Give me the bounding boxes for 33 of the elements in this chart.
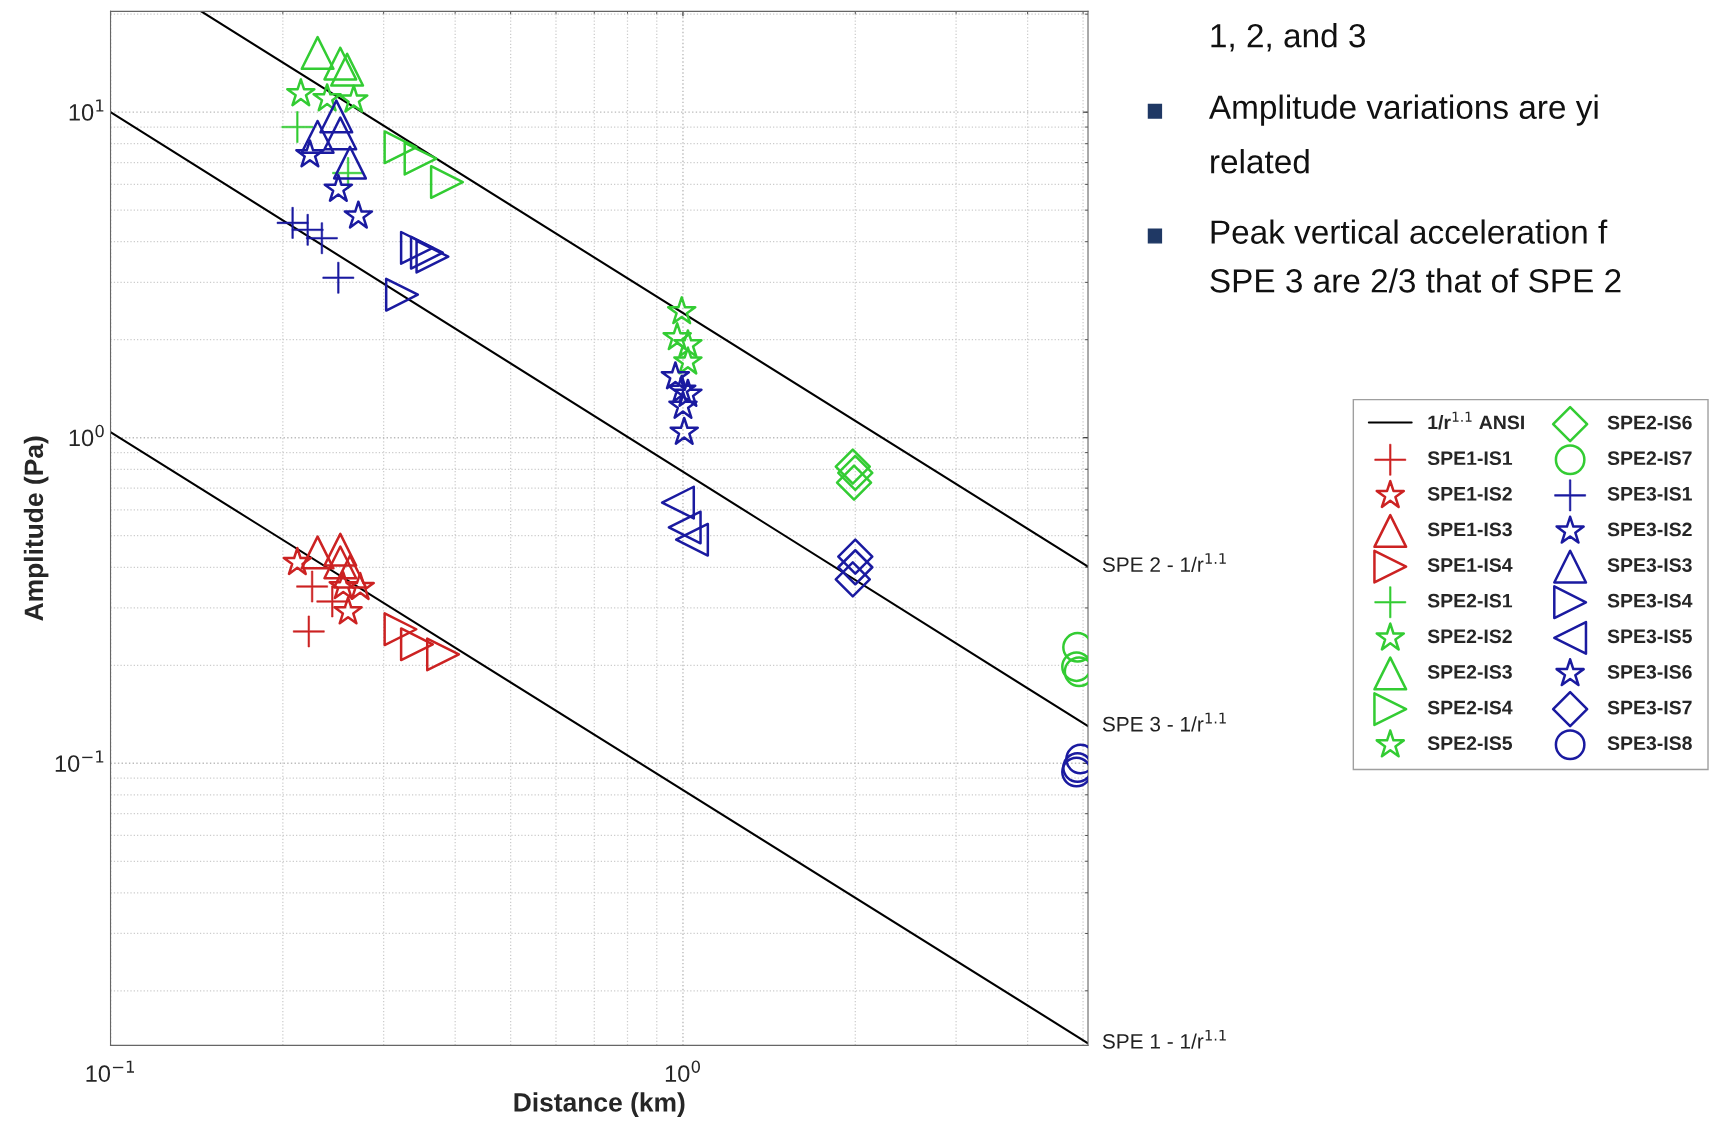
legend-label: 1/r$^{1.1}$ ANSI (1428, 411, 1524, 430)
y-axis-title: Amplitude (Pa) (23, 436, 49, 621)
y-tick-label: 10$^{−1}$ (55, 750, 104, 772)
text: SPE 3 are 2/3 that of SPE 2 (1210, 268, 1621, 293)
legend-label: SPE2-IS4 (1427, 700, 1513, 715)
legend-label: SPE2-IS7 (1607, 451, 1692, 466)
legend-label: SPE2-IS2 (1427, 629, 1512, 644)
legend-label: SPE3-IS4 (1607, 593, 1693, 608)
legend-label: SPE2-IS6 (1607, 415, 1692, 430)
legend-label: SPE3-IS3 (1607, 558, 1692, 572)
y-tick-label: 10$^{0}$ (69, 424, 104, 447)
text: SPE 1 - 1/r$^{1.1}$ (1102, 1029, 1226, 1049)
legend-label: SPE3-IS5 (1607, 629, 1692, 644)
legend-label: SPE3-IS8 (1607, 736, 1692, 751)
text: related (1211, 149, 1309, 174)
legend-label: SPE1-IS2 (1427, 486, 1512, 501)
legend-label: SPE3-IS1 (1607, 486, 1692, 501)
text: 1, 2, and 3 (1211, 23, 1365, 52)
legend-label: SPE2-IS1 (1427, 593, 1513, 608)
x-axis-title: Distance (km) (514, 1092, 685, 1117)
legend-label: SPE2-IS5 (1427, 736, 1513, 751)
legend-label: SPE3-IS7 (1607, 700, 1692, 715)
text: SPE 2 - 1/r$^{1.1}$ (1102, 553, 1226, 572)
text: Peak vertical acceleration f (1211, 219, 1608, 244)
legend-label: SPE1-IS1 (1427, 451, 1513, 466)
legend-label: SPE1-IS3 (1427, 522, 1512, 537)
text: Amplitude variations are yi (1208, 94, 1598, 126)
legend-label: SPE2-IS3 (1427, 665, 1512, 679)
text: SPE 3 - 1/r$^{1.1}$ (1102, 712, 1226, 732)
y-tick-label: 10$^{1}$ (69, 99, 104, 121)
legend-label: SPE3-IS2 (1607, 522, 1692, 537)
legend-label: SPE3-IS6 (1607, 665, 1692, 679)
legend-label: SPE1-IS4 (1427, 558, 1513, 572)
